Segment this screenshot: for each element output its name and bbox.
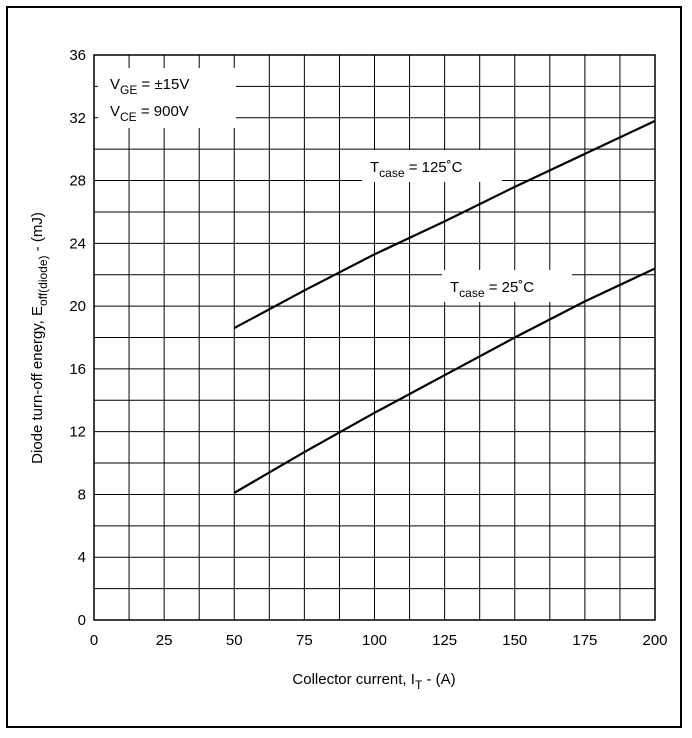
annotation-labels: VGE = ±15V VCE = 900V Tcase = 125˚C Tcase =… bbox=[98, 68, 572, 302]
x-axis-label: Collector current, IT - (A) bbox=[292, 671, 455, 692]
y-tick-label: 24 bbox=[69, 235, 86, 252]
y-axis-label: Diode turn-off energy, Eoff(diode) - (mJ… bbox=[29, 212, 50, 464]
x-tick-label: 100 bbox=[362, 632, 387, 649]
x-tick-label: 25 bbox=[156, 632, 173, 649]
series-line-125c bbox=[233, 119, 656, 330]
annotation-tcase-25: Tcase = 25˚C bbox=[450, 279, 534, 300]
y-tick-label: 8 bbox=[78, 486, 86, 503]
y-tick-label: 0 bbox=[78, 612, 86, 629]
grid bbox=[93, 54, 656, 621]
x-tick-label: 0 bbox=[90, 632, 98, 649]
series-lines bbox=[233, 119, 656, 494]
annotation-background bbox=[442, 270, 572, 302]
annotation-vge: VGE = ±15V bbox=[110, 76, 189, 97]
series-line-25c bbox=[233, 267, 656, 494]
y-tick-label: 28 bbox=[69, 173, 86, 190]
x-tick-label: 175 bbox=[572, 632, 597, 649]
annotation-background bbox=[362, 150, 502, 182]
x-tick-label: 125 bbox=[432, 632, 457, 649]
x-tick-label: 75 bbox=[296, 632, 313, 649]
annotation-vce: VCE = 900V bbox=[110, 103, 189, 124]
y-tick-label: 32 bbox=[69, 110, 86, 127]
y-tick-label: 36 bbox=[69, 47, 86, 64]
plot-border bbox=[93, 54, 656, 621]
x-tick-label: 50 bbox=[226, 632, 243, 649]
y-tick-label: 20 bbox=[69, 298, 86, 315]
y-tick-label: 4 bbox=[78, 549, 86, 566]
axis-ticks: 0 25 50 75 100 125 150 175 200 0 4 8 12 16 20 24 28 32 36 bbox=[69, 47, 667, 649]
y-tick-label: 16 bbox=[69, 361, 86, 378]
x-tick-label: 200 bbox=[642, 632, 667, 649]
x-tick-label: 150 bbox=[502, 632, 527, 649]
annotation-tcase-125: Tcase = 125˚C bbox=[370, 159, 463, 180]
annotation-background bbox=[98, 68, 236, 128]
y-tick-label: 12 bbox=[69, 424, 86, 441]
